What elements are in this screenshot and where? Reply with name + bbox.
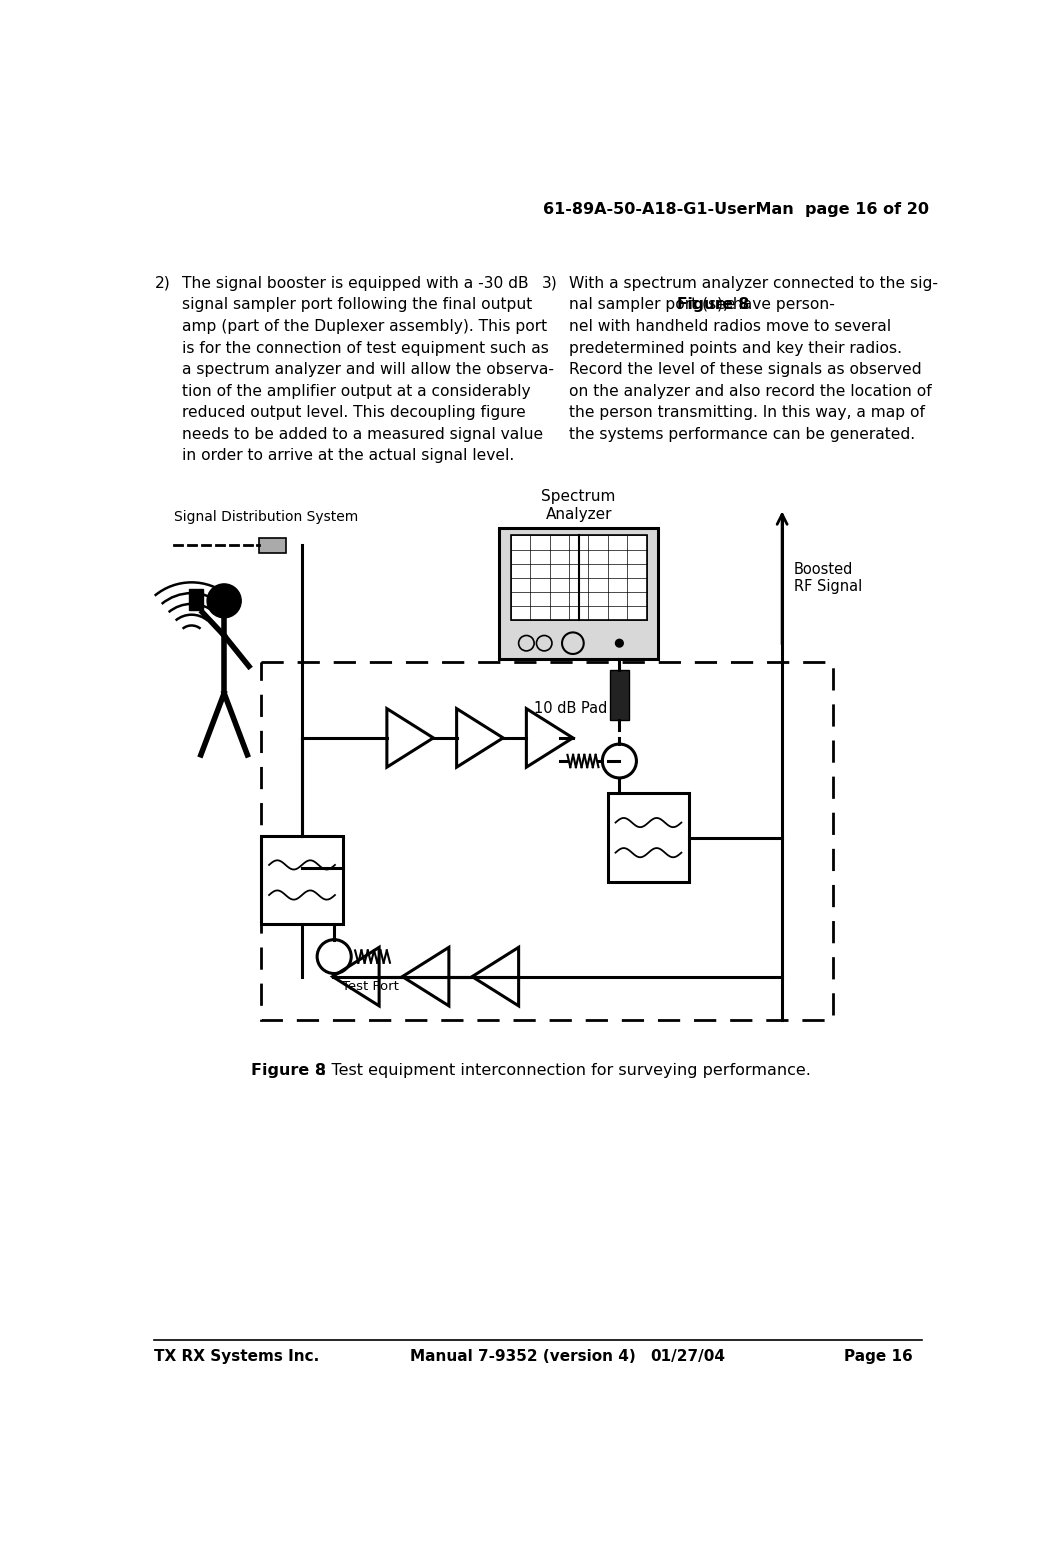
Text: in order to arrive at the actual signal level.: in order to arrive at the actual signal …	[181, 449, 514, 464]
Bar	[611, 671, 628, 720]
Text: With a spectrum analyzer connected to the sig-: With a spectrum analyzer connected to th…	[569, 276, 938, 291]
Text: ), have person-: ), have person-	[718, 298, 835, 313]
Text: tion of the amplifier output at a considerably: tion of the amplifier output at a consid…	[181, 384, 530, 399]
Text: the person transmitting. In this way, a map of: the person transmitting. In this way, a …	[569, 406, 925, 421]
Text: The signal booster is equipped with a -30 dB: The signal booster is equipped with a -3…	[181, 276, 528, 291]
Text: needs to be added to a measured signal value: needs to be added to a measured signal v…	[181, 427, 542, 443]
Circle shape	[616, 640, 623, 648]
Circle shape	[207, 584, 241, 618]
Text: 3): 3)	[542, 276, 558, 291]
Text: signal sampler port following the final output: signal sampler port following the final …	[181, 298, 532, 313]
Bar	[511, 535, 646, 620]
Text: Page 16: Page 16	[844, 1349, 913, 1365]
Text: Record the level of these signals as observed: Record the level of these signals as obs…	[569, 362, 922, 378]
Text: amp (part of the Duplexer assembly). This port: amp (part of the Duplexer assembly). Thi…	[181, 319, 547, 335]
Bar	[261, 836, 343, 924]
Text: Test Port: Test Port	[342, 979, 399, 993]
Text: a spectrum analyzer and will allow the observa-: a spectrum analyzer and will allow the o…	[181, 362, 554, 378]
Text: Boosted
RF Signal: Boosted RF Signal	[794, 561, 862, 594]
Text: the systems performance can be generated.: the systems performance can be generated…	[569, 427, 915, 443]
Bar	[259, 538, 286, 554]
Text: 10 dB Pad: 10 dB Pad	[534, 702, 607, 715]
Bar	[499, 527, 658, 658]
Text: is for the connection of test equipment such as: is for the connection of test equipment …	[181, 341, 549, 356]
Text: Signal Distribution System: Signal Distribution System	[174, 510, 358, 524]
Text: predetermined points and key their radios.: predetermined points and key their radio…	[569, 341, 902, 356]
Text: 01/27/04: 01/27/04	[650, 1349, 725, 1365]
Text: Spectrum
Analyzer: Spectrum Analyzer	[541, 489, 616, 521]
Text: TX RX Systems Inc.: TX RX Systems Inc.	[154, 1349, 320, 1365]
Circle shape	[317, 939, 351, 973]
Bar	[607, 793, 689, 882]
Text: : Test equipment interconnection for surveying performance.: : Test equipment interconnection for sur…	[321, 1062, 811, 1078]
Circle shape	[602, 745, 637, 779]
Text: 2): 2)	[154, 276, 170, 291]
Text: 61-89A-50-A18-G1-UserMan  page 16 of 20: 61-89A-50-A18-G1-UserMan page 16 of 20	[543, 202, 929, 217]
Text: nel with handheld radios move to several: nel with handheld radios move to several	[569, 319, 891, 335]
Text: Figure 8: Figure 8	[677, 298, 749, 313]
Text: Figure 8: Figure 8	[252, 1062, 326, 1078]
Text: nal sampler port (see: nal sampler port (see	[569, 298, 741, 313]
Text: on the analyzer and also record the location of: on the analyzer and also record the loca…	[569, 384, 932, 399]
Text: reduced output level. This decoupling figure: reduced output level. This decoupling fi…	[181, 406, 526, 421]
Text: Manual 7-9352 (version 4): Manual 7-9352 (version 4)	[410, 1349, 636, 1365]
Bar	[189, 589, 204, 611]
